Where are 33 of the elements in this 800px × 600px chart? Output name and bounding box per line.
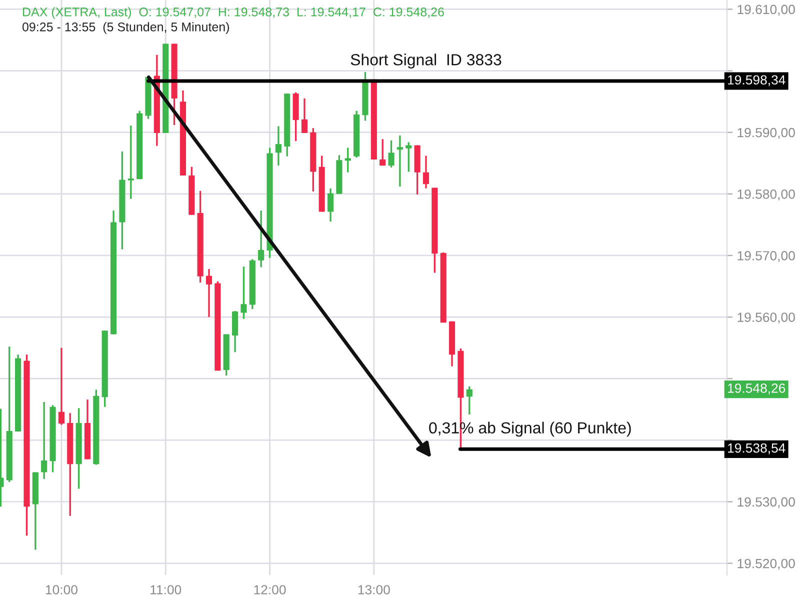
- candlestick: [380, 138, 386, 166]
- y-tick-label: 19.530,00: [738, 497, 795, 508]
- candlestick: [128, 124, 134, 200]
- candlestick: [388, 140, 394, 168]
- candlestick: [406, 141, 412, 173]
- y-tick-label: 19.570,00: [738, 251, 795, 262]
- x-tick-label: 10:00: [46, 585, 78, 594]
- y-tick-label: 19.580,00: [738, 189, 795, 200]
- y-tick-label: 19.610,00: [738, 4, 795, 16]
- candlestick: [422, 154, 430, 190]
- candlestick: [275, 125, 282, 166]
- candlestick: [344, 146, 351, 174]
- candlestick: [240, 266, 247, 320]
- x-tick-label: 13:00: [358, 585, 390, 594]
- text: DAX (XETRA, Last) O: 19.547,07 H: 19.548,73 L: 19.544,17 C: 19.548,26: [23, 7, 444, 19]
- x-tick-label: 12:00: [254, 585, 286, 594]
- ref-line-label: 19.538,54: [728, 443, 786, 454]
- candlestick: [396, 134, 403, 188]
- x-tick-label: 11:00: [150, 585, 182, 594]
- y-tick-label: 19.590,00: [738, 128, 795, 139]
- y-tick-label: 19.560,00: [738, 312, 795, 324]
- text: 19.548,26: [728, 384, 786, 394]
- text: 09:25 - 13:55 (5 Stunden, 5 Minuten): [22, 22, 229, 34]
- annotation: Short Signal ID 3833: [350, 54, 502, 69]
- candlestick: [41, 401, 48, 480]
- candlestick: [258, 210, 264, 268]
- ref-line-label: 19.598,34: [728, 75, 786, 86]
- candlestick: [327, 188, 334, 222]
- candlestick: [206, 268, 212, 318]
- candlestick: [466, 386, 472, 416]
- candlestick: [58, 346, 64, 426]
- candlestick: [301, 98, 308, 134]
- y-tick-label: 19.520,00: [738, 558, 795, 570]
